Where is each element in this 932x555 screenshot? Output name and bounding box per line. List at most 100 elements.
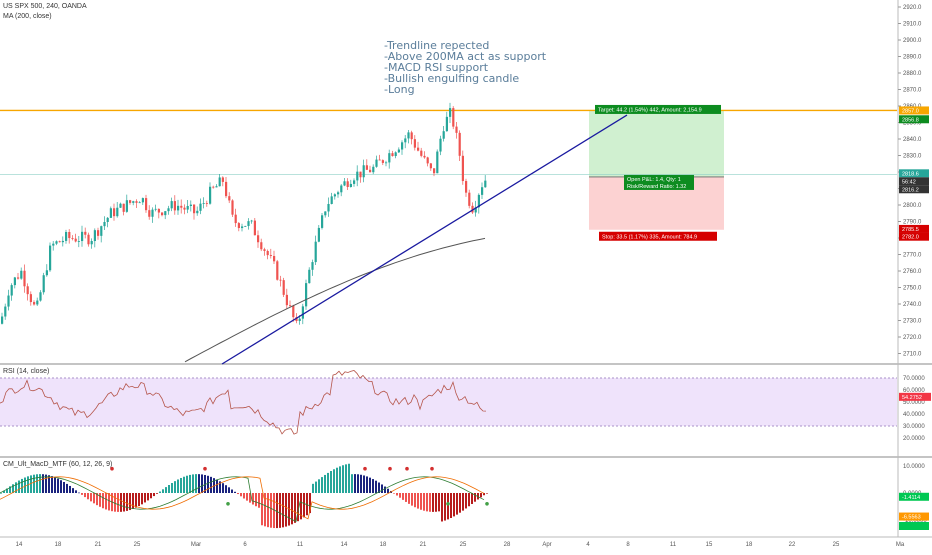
candle[interactable] [151, 209, 154, 217]
candle[interactable] [445, 116, 448, 132]
candle[interactable] [314, 241, 317, 263]
candle[interactable] [29, 294, 32, 303]
candle[interactable] [413, 139, 416, 148]
candle[interactable] [423, 155, 426, 158]
candle[interactable] [298, 318, 301, 322]
candle[interactable] [468, 192, 471, 206]
candle[interactable] [39, 292, 42, 301]
candle[interactable] [279, 279, 282, 281]
candle[interactable] [77, 241, 80, 242]
candle[interactable] [449, 108, 452, 117]
candle[interactable] [285, 294, 288, 306]
trendline[interactable] [221, 114, 628, 365]
candle[interactable] [397, 149, 400, 153]
candle[interactable] [477, 194, 480, 208]
candle[interactable] [257, 235, 260, 243]
candle[interactable] [356, 171, 359, 181]
candle[interactable] [385, 162, 388, 164]
candle[interactable] [436, 151, 439, 174]
candle[interactable] [10, 285, 13, 296]
candle[interactable] [199, 203, 202, 211]
trade-annotation[interactable]: -Trendline repected -Above 200MA act as … [384, 40, 546, 95]
candle[interactable] [295, 317, 298, 322]
candle[interactable] [375, 159, 378, 167]
candle[interactable] [148, 210, 151, 217]
candle[interactable] [455, 126, 458, 133]
candle[interactable] [215, 186, 218, 188]
candle[interactable] [244, 225, 247, 227]
candle[interactable] [33, 302, 36, 305]
candle[interactable] [55, 241, 58, 244]
candle[interactable] [42, 275, 45, 293]
candle[interactable] [407, 132, 410, 139]
candle[interactable] [372, 166, 375, 173]
macd-signal-line[interactable] [0, 476, 485, 520]
rsi-line[interactable] [0, 370, 487, 435]
ma-200-line[interactable] [184, 237, 486, 363]
candle[interactable] [410, 132, 413, 140]
candle[interactable] [65, 231, 68, 241]
candle[interactable] [484, 180, 487, 188]
candle[interactable] [324, 211, 327, 216]
candle[interactable] [103, 221, 106, 227]
candle[interactable] [221, 177, 224, 182]
candle[interactable] [458, 132, 461, 156]
candle[interactable] [20, 270, 23, 279]
candle[interactable] [391, 153, 394, 157]
candle[interactable] [269, 255, 272, 256]
target-zone[interactable] [589, 110, 724, 177]
candle[interactable] [305, 283, 308, 307]
candle[interactable] [36, 300, 39, 305]
candle[interactable] [71, 238, 74, 239]
candle[interactable] [196, 210, 199, 214]
candle[interactable] [378, 159, 381, 161]
candle[interactable] [433, 168, 436, 174]
candle[interactable] [439, 138, 442, 152]
candle[interactable] [359, 171, 362, 178]
candle[interactable] [116, 207, 119, 217]
candle[interactable] [7, 295, 10, 307]
candle[interactable] [87, 234, 90, 245]
candle[interactable] [113, 208, 116, 217]
candle[interactable] [465, 181, 468, 193]
candle[interactable] [205, 203, 208, 204]
candle[interactable] [61, 240, 64, 243]
candle[interactable] [225, 181, 228, 197]
candle[interactable] [420, 150, 423, 156]
candle[interactable] [426, 157, 429, 164]
candle[interactable] [452, 108, 455, 127]
candle[interactable] [260, 242, 263, 250]
candle[interactable] [58, 241, 61, 243]
candle[interactable] [177, 205, 180, 211]
candle[interactable] [481, 187, 484, 195]
candle[interactable] [474, 207, 477, 213]
candle[interactable] [13, 277, 16, 286]
candle[interactable] [17, 277, 20, 279]
candle[interactable] [167, 208, 170, 212]
candle[interactable] [321, 215, 324, 228]
candle[interactable] [369, 169, 372, 173]
candle[interactable] [109, 208, 112, 218]
candle[interactable] [394, 152, 397, 157]
candle[interactable] [253, 220, 256, 236]
candle[interactable] [346, 181, 349, 187]
candle[interactable] [337, 192, 340, 195]
candle[interactable] [234, 214, 237, 224]
candle[interactable] [74, 238, 77, 242]
candle[interactable] [183, 207, 186, 210]
candle[interactable] [330, 196, 333, 204]
symbol-title[interactable]: US SPX 500, 240, OANDA [3, 3, 87, 10]
candle[interactable] [97, 230, 100, 236]
candle[interactable] [193, 204, 196, 214]
candle[interactable] [93, 230, 96, 242]
candle[interactable] [189, 204, 192, 206]
candle[interactable] [362, 165, 365, 178]
candle[interactable] [212, 186, 215, 188]
candle[interactable] [68, 231, 71, 239]
ma-indicator-label[interactable]: MA (200, close) [3, 13, 52, 20]
candle[interactable] [381, 160, 384, 163]
candle[interactable] [231, 200, 234, 215]
candle[interactable] [250, 220, 253, 222]
